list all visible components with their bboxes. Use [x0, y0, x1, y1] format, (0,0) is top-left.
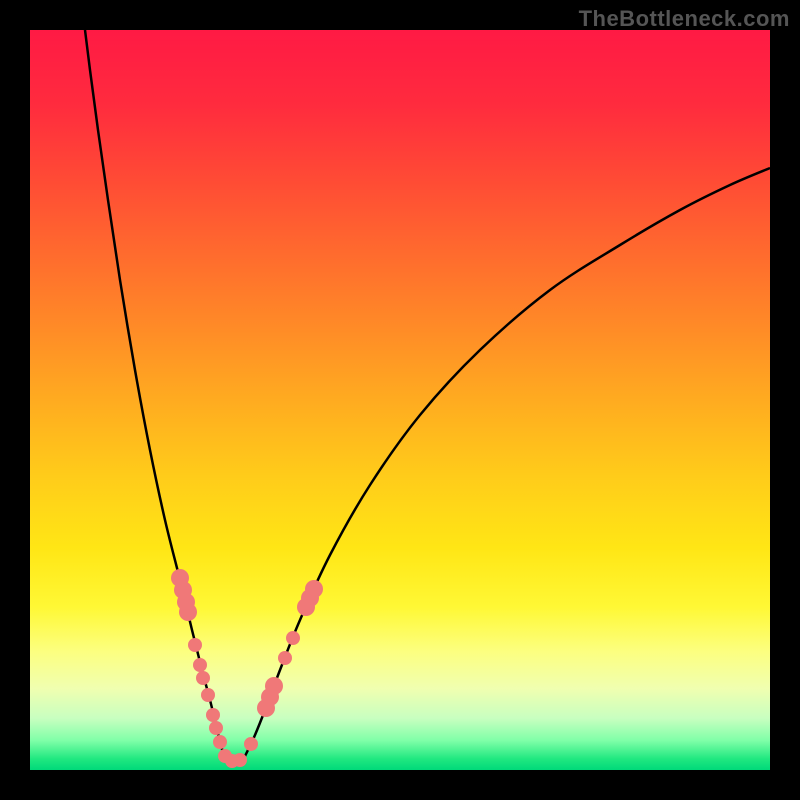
left-curve [85, 30, 226, 758]
chart-frame: TheBottleneck.com [0, 0, 800, 800]
watermark-text: TheBottleneck.com [579, 6, 790, 32]
plot-area [30, 30, 770, 770]
v-curve-overlay [30, 30, 770, 770]
data-marker [188, 638, 202, 652]
data-marker [209, 721, 223, 735]
data-marker [244, 737, 258, 751]
data-marker [206, 708, 220, 722]
data-marker [201, 688, 215, 702]
data-marker [278, 651, 292, 665]
data-marker [179, 603, 197, 621]
data-marker [233, 753, 247, 767]
data-marker [196, 671, 210, 685]
data-marker [305, 580, 323, 598]
data-marker [286, 631, 300, 645]
data-marker [265, 677, 283, 695]
data-marker [213, 735, 227, 749]
right-curve [244, 168, 770, 758]
data-markers [171, 569, 323, 768]
data-marker [193, 658, 207, 672]
